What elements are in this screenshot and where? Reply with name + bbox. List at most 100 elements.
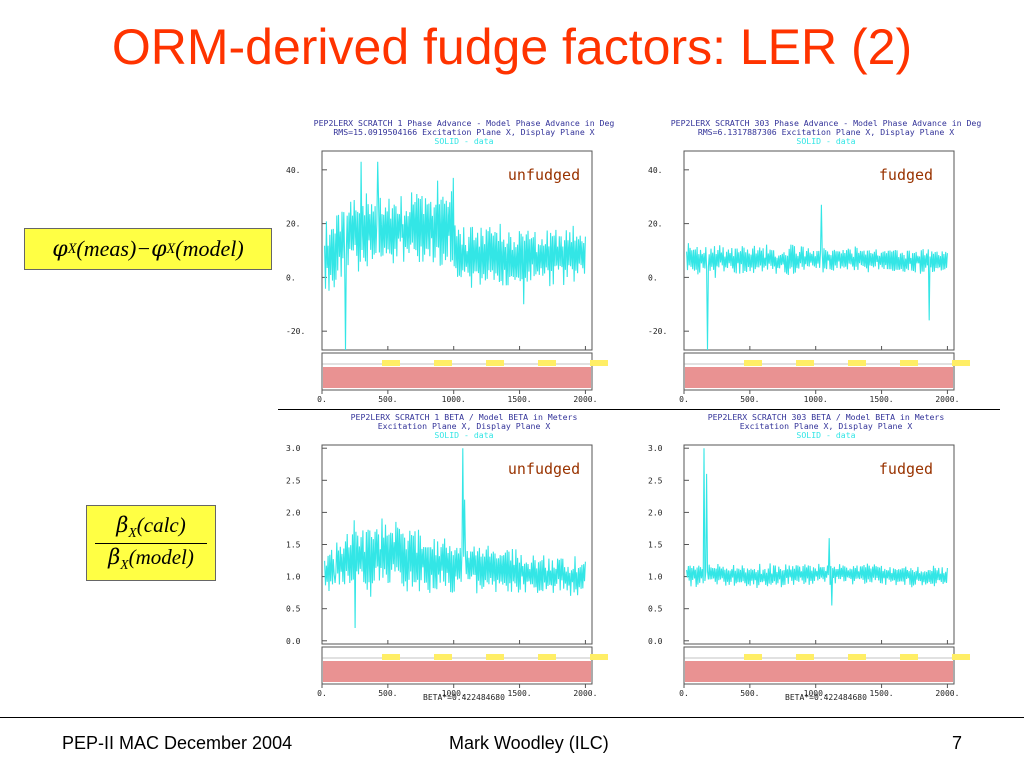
chart-svg-tl: PEP2LERX SCRATCH 1 Phase Advance - Model… bbox=[286, 118, 615, 404]
bpm-labels bbox=[685, 367, 953, 388]
lattice-strip-frame bbox=[683, 352, 955, 391]
y-tick-label: 1.0 bbox=[648, 573, 663, 582]
chart-header-line1: PEP2LERX SCRATCH 303 BETA / Model BETA i… bbox=[708, 412, 945, 422]
x-tick-label: 1500. bbox=[870, 689, 894, 698]
lattice-magnet bbox=[796, 654, 814, 660]
y-tick-label: 2.0 bbox=[648, 508, 663, 517]
x-tick-label: 1500. bbox=[870, 395, 894, 404]
y-tick-label: 0.0 bbox=[648, 637, 663, 646]
y-tick-label: 1.0 bbox=[286, 573, 301, 582]
chart-svg-br: PEP2LERX SCRATCH 303 BETA / Model BETA i… bbox=[648, 412, 970, 702]
x-tick-label: 500. bbox=[740, 689, 759, 698]
chart-legend-text: SOLID - data bbox=[796, 136, 855, 146]
plot-row-divider bbox=[278, 409, 1000, 410]
lattice-magnet bbox=[382, 654, 400, 660]
phi-subscript: X bbox=[67, 240, 77, 257]
plot-frame bbox=[683, 150, 955, 351]
x-tick-label: 1000. bbox=[442, 395, 466, 404]
beta-star-note: BETA*=0.422484680 bbox=[423, 693, 505, 702]
chart-svg-tr: PEP2LERX SCRATCH 303 Phase Advance - Mod… bbox=[648, 118, 982, 404]
footer-event: PEP-II MAC December 2004 bbox=[62, 733, 293, 753]
page-number: 7 bbox=[952, 733, 963, 753]
lattice-magnet bbox=[590, 654, 608, 660]
y-tick-label: 2.0 bbox=[286, 508, 301, 517]
y-tick-label: -20. bbox=[286, 327, 305, 336]
lattice-strip-frame bbox=[321, 646, 593, 685]
y-tick-label: 0.0 bbox=[286, 637, 301, 646]
lattice-magnet bbox=[900, 654, 918, 660]
y-tick-label: 20. bbox=[286, 220, 300, 229]
chart-legend-text: SOLID - data bbox=[796, 430, 855, 440]
bpm-labels bbox=[323, 661, 591, 682]
chart-header-line1: PEP2LERX SCRATCH 1 Phase Advance - Model… bbox=[314, 118, 615, 128]
lattice-magnet bbox=[538, 360, 556, 366]
footer-author: Mark Woodley (ILC) bbox=[449, 733, 609, 753]
beta-star-note: BETA*=0.422484680 bbox=[785, 693, 867, 702]
x-tick-label: 1500. bbox=[508, 689, 532, 698]
fraction-bar bbox=[95, 542, 207, 544]
lattice-magnet bbox=[848, 654, 866, 660]
beta-symbol-2: β bbox=[108, 544, 121, 569]
phi-symbol-2: φ bbox=[151, 236, 167, 262]
bpm-labels bbox=[323, 367, 591, 388]
lattice-magnet bbox=[952, 360, 970, 366]
chart-header-line1: PEP2LERX SCRATCH 1 BETA / Model BETA in … bbox=[351, 412, 578, 422]
data-trace bbox=[324, 448, 586, 629]
lattice-magnet bbox=[744, 360, 762, 366]
chart-header-line2: RMS=6.1317887306 Excitation Plane X, Dis… bbox=[698, 127, 954, 137]
bpm-labels bbox=[685, 661, 953, 682]
y-tick-label: 3.0 bbox=[648, 444, 663, 453]
x-tick-label: 1000. bbox=[804, 689, 828, 698]
x-tick-label: 1000. bbox=[804, 395, 828, 404]
chart-header-line2: Excitation Plane X, Display Plane X bbox=[378, 421, 551, 431]
y-tick-label: 2.5 bbox=[286, 476, 301, 485]
chart-header-line1: PEP2LERX SCRATCH 303 Phase Advance - Mod… bbox=[671, 118, 982, 128]
x-tick-label: 0. bbox=[679, 395, 689, 404]
beta-subscript: X bbox=[128, 525, 137, 541]
x-tick-label: 2000. bbox=[935, 395, 959, 404]
x-tick-label: 2000. bbox=[573, 395, 597, 404]
x-tick-label: 0. bbox=[679, 689, 689, 698]
y-tick-label: 20. bbox=[648, 220, 662, 229]
y-tick-label: 0.5 bbox=[286, 605, 301, 614]
lattice-magnet bbox=[796, 360, 814, 366]
x-tick-label: 0. bbox=[317, 689, 327, 698]
y-tick-label: 3.0 bbox=[286, 444, 301, 453]
x-tick-label: 2000. bbox=[935, 689, 959, 698]
lattice-strip-frame bbox=[683, 646, 955, 685]
beta-denominator: βX(model) bbox=[108, 545, 194, 573]
beta-subscript-2: X bbox=[120, 556, 129, 572]
phase-difference-formula: φ X (meas)− φ X (model) bbox=[24, 228, 272, 270]
x-tick-label: 1000. bbox=[442, 689, 466, 698]
footer-divider bbox=[0, 717, 1024, 718]
lattice-magnet bbox=[486, 360, 504, 366]
beta-symbol: β bbox=[116, 513, 129, 538]
chart-legend-text: SOLID - data bbox=[434, 136, 493, 146]
slide-title: ORM-derived fudge factors: LER (2) bbox=[111, 19, 913, 75]
beta-ratio-formula: βX(calc) βX(model) bbox=[86, 505, 216, 581]
plot-annotation-fudged: fudged bbox=[879, 166, 933, 184]
phase-meas-term: (meas)− bbox=[76, 236, 152, 261]
y-tick-label: 1.5 bbox=[286, 541, 301, 550]
y-tick-label: 40. bbox=[286, 166, 300, 175]
beta-calc-term: (calc) bbox=[136, 513, 186, 538]
data-trace bbox=[686, 204, 948, 351]
lattice-magnet bbox=[538, 654, 556, 660]
beta-model-term: (model) bbox=[128, 544, 194, 569]
plot-frame bbox=[321, 150, 593, 351]
lattice-magnet bbox=[486, 654, 504, 660]
plot-annotation-unfudged: unfudged bbox=[508, 166, 580, 184]
lattice-magnet bbox=[952, 654, 970, 660]
plot-annotation-fudged: fudged bbox=[879, 460, 933, 478]
phase-plot-fudged: PEP2LERX SCRATCH 303 Phase Advance - Mod… bbox=[640, 116, 992, 413]
x-tick-label: 500. bbox=[378, 395, 397, 404]
x-tick-label: 0. bbox=[317, 395, 327, 404]
y-tick-label: 2.5 bbox=[648, 476, 663, 485]
lattice-strip-frame bbox=[321, 352, 593, 391]
data-trace bbox=[686, 448, 948, 606]
chart-header-line2: RMS=15.0919504166 Excitation Plane X, Di… bbox=[333, 127, 594, 137]
y-tick-label: -20. bbox=[648, 327, 667, 336]
phi-symbol: φ bbox=[52, 236, 68, 262]
x-tick-label: 500. bbox=[740, 395, 759, 404]
lattice-magnet bbox=[590, 360, 608, 366]
